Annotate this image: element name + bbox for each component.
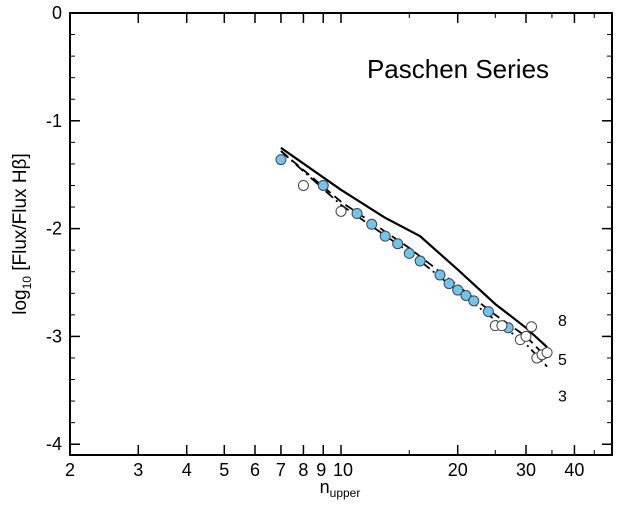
model-label-3: 3 [558, 389, 567, 406]
x-tick-label: 5 [219, 460, 229, 480]
y-axis-label: log10 [Flux/Flux Hβ] [10, 153, 34, 315]
x-tick-label: 8 [298, 460, 308, 480]
filled-data-point [317, 179, 329, 191]
x-axis-label: nupper [320, 477, 361, 500]
model-label-5: 5 [558, 352, 567, 369]
filled-data-point [379, 230, 391, 242]
filled-data-point [351, 208, 363, 220]
data-markers [275, 154, 553, 364]
filled-data-point [452, 284, 464, 296]
model-curve-5 [280, 150, 548, 359]
x-tick-label: 4 [182, 460, 192, 480]
model-curve-8 [280, 146, 548, 349]
y-axis-label-pre: log [10, 289, 31, 314]
open-data-point [297, 179, 309, 191]
x-tick-label: 9 [316, 460, 326, 480]
filled-data-point [366, 218, 378, 230]
open-data-point [520, 330, 532, 342]
y-tick-label: 0 [52, 3, 62, 23]
open-data-point [541, 347, 553, 359]
x-tick-label: 2 [65, 460, 75, 480]
y-tick-label: -2 [46, 219, 62, 239]
x-axis-label-sub: upper [330, 486, 361, 500]
y-tick-label: -3 [46, 326, 62, 346]
filled-data-point [434, 269, 446, 281]
y-axis-label-sub: 10 [20, 276, 34, 290]
model-label-8: 8 [558, 313, 567, 330]
axis-ticks [69, 12, 613, 455]
y-tick-label: -1 [46, 111, 62, 131]
x-tick-label: 20 [448, 460, 468, 480]
filled-data-point [275, 154, 287, 166]
x-tick-label: 3 [133, 460, 143, 480]
x-axis-label-main: n [320, 477, 330, 497]
y-axis-label-post: [Flux/Flux Hβ] [10, 153, 31, 276]
chart-title: Paschen Series [367, 54, 549, 84]
filled-data-point [482, 306, 494, 318]
open-data-point [526, 321, 538, 333]
filled-data-point [414, 255, 426, 267]
filled-data-point [443, 278, 455, 290]
filled-data-point [468, 295, 480, 307]
open-data-point [335, 205, 347, 217]
plot-frame [69, 12, 613, 456]
x-tick-label: 7 [276, 460, 286, 480]
filled-data-point [392, 238, 404, 250]
x-tick-label: 10 [333, 460, 353, 480]
x-tick-label: 30 [516, 460, 536, 480]
x-tick-label: 6 [250, 460, 260, 480]
x-tick-label: 40 [564, 460, 584, 480]
y-tick-label: -4 [46, 434, 62, 454]
filled-data-point [460, 289, 472, 301]
open-data-point [496, 320, 508, 332]
filled-data-point [403, 247, 415, 259]
